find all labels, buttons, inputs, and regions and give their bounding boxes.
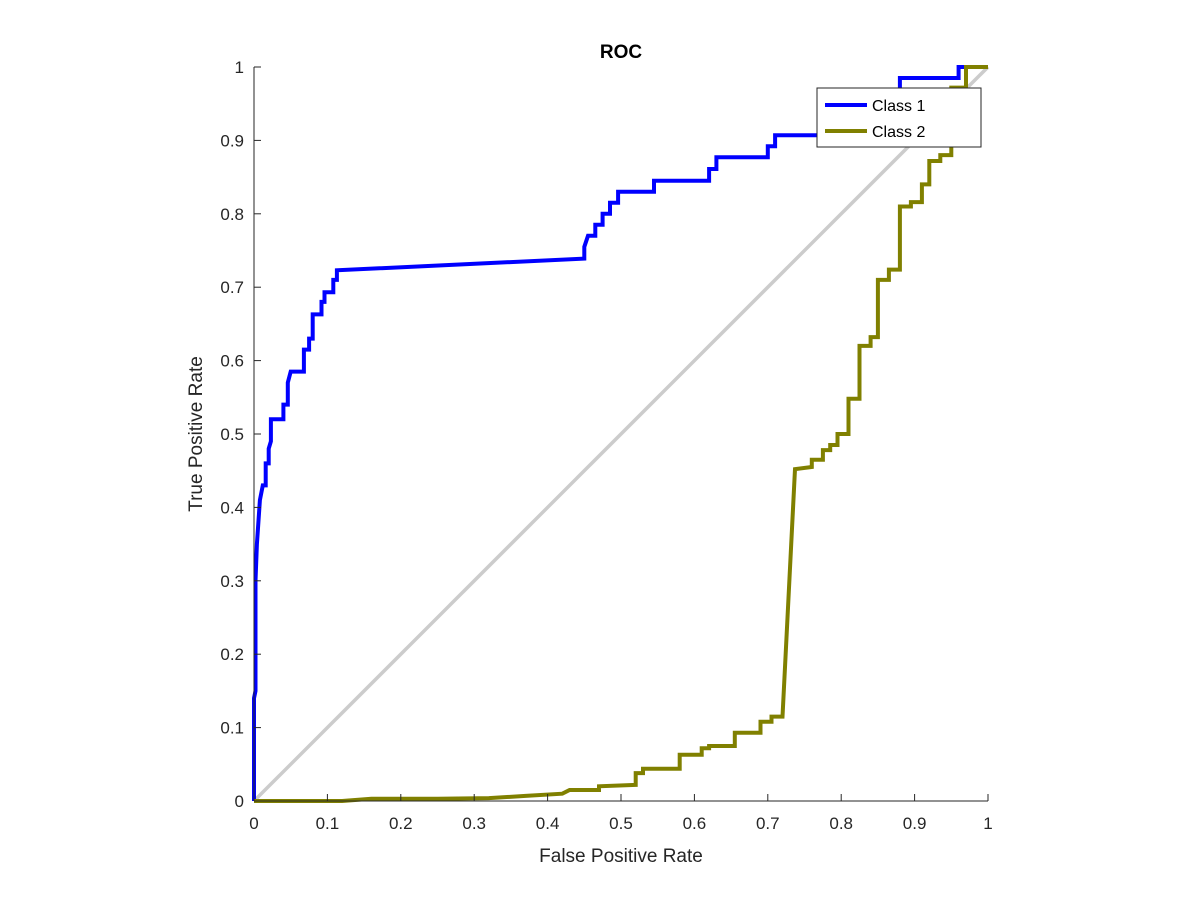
y-tick-label: 0.9 bbox=[220, 131, 244, 150]
y-ticks: 0 0.1 0.2 0.3 0.4 0.5 0.6 0.7 0.8 0.9 1 bbox=[220, 58, 261, 811]
x-tick-label: 0.3 bbox=[462, 814, 486, 833]
y-tick-label: 0.6 bbox=[220, 352, 244, 371]
y-tick-label: 0.5 bbox=[220, 425, 244, 444]
plot-area bbox=[252, 65, 990, 803]
x-tick-label: 0.4 bbox=[536, 814, 560, 833]
axes: 0 0.1 0.2 0.3 0.4 0.5 0.6 0.7 0.8 0.9 1 0 0.1 0.2 0.3… bbox=[220, 58, 992, 833]
y-tick-label: 1 bbox=[235, 58, 244, 77]
y-tick-label: 0 bbox=[235, 792, 244, 811]
legend-box bbox=[816, 87, 982, 148]
x-tick-label: 0.9 bbox=[903, 814, 927, 833]
y-tick-label: 0.8 bbox=[220, 205, 244, 224]
y-axis-label: True Positive Rate bbox=[186, 356, 207, 512]
legend: Class 1 Class 2 bbox=[816, 87, 982, 148]
y-tick-label: 0.4 bbox=[220, 498, 244, 517]
roc-curve-class-1 bbox=[252, 65, 988, 801]
x-tick-label: 0 bbox=[249, 814, 258, 833]
legend-label-class-2: Class 2 bbox=[872, 124, 925, 141]
x-tick-label: 0.1 bbox=[316, 814, 340, 833]
y-tick-label: 0.1 bbox=[220, 719, 244, 738]
x-axis-label: False Positive Rate bbox=[539, 846, 703, 867]
x-tick-label: 0.6 bbox=[683, 814, 707, 833]
y-tick-label: 0.3 bbox=[220, 572, 244, 591]
reference-diagonal-line bbox=[252, 65, 990, 803]
x-tick-label: 0.2 bbox=[389, 814, 413, 833]
x-tick-label: 1 bbox=[983, 814, 992, 833]
y-tick-label: 0.2 bbox=[220, 645, 244, 664]
x-tick-label: 0.8 bbox=[829, 814, 853, 833]
x-tick-label: 0.5 bbox=[609, 814, 633, 833]
roc-curve-class-2 bbox=[254, 65, 988, 803]
x-ticks: 0 0.1 0.2 0.3 0.4 0.5 0.6 0.7 0.8 0.9 1 bbox=[249, 794, 993, 833]
y-tick-label: 0.7 bbox=[220, 278, 244, 297]
legend-label-class-1: Class 1 bbox=[872, 98, 925, 115]
x-tick-label: 0.7 bbox=[756, 814, 780, 833]
chart-title: ROC bbox=[600, 42, 643, 63]
